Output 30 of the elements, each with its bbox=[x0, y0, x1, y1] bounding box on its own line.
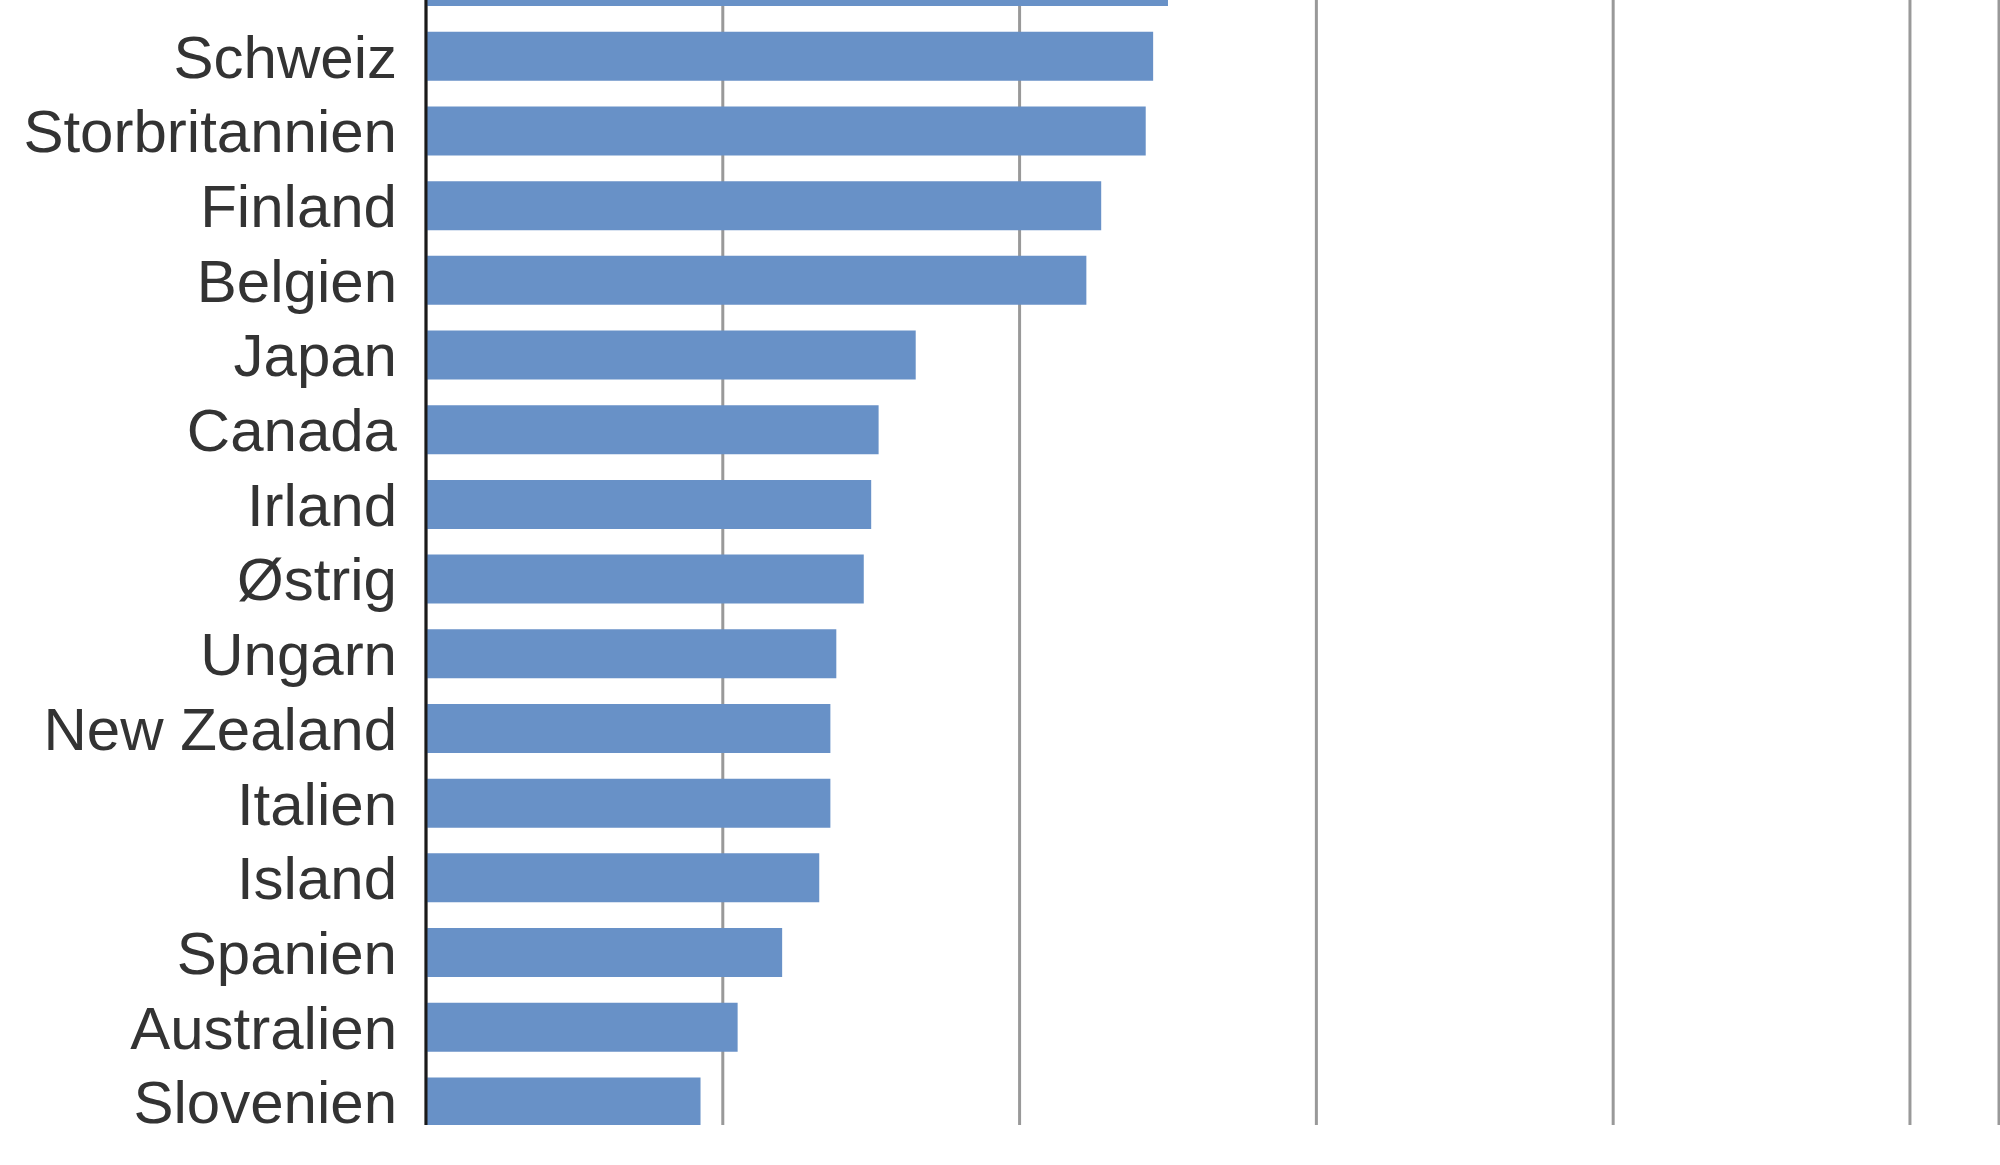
y-tick-label: Spanien bbox=[176, 919, 397, 987]
y-tick-label: Canada bbox=[186, 397, 398, 465]
y-tick-label: Schweiz bbox=[173, 23, 397, 91]
y-tick-label: Østrig bbox=[236, 546, 397, 614]
bar bbox=[426, 106, 1146, 156]
y-tick-label: Japan bbox=[233, 322, 397, 390]
bar bbox=[426, 479, 872, 529]
bar bbox=[426, 1002, 738, 1052]
bar bbox=[426, 255, 1087, 305]
bar bbox=[426, 853, 820, 903]
bar bbox=[426, 928, 783, 978]
y-tick-label: Finland bbox=[200, 173, 397, 241]
y-tick-label: Italien bbox=[236, 770, 397, 838]
bar bbox=[426, 703, 831, 753]
y-tick-label: Storbritannien bbox=[23, 98, 397, 166]
y-tick-label: Slovenien bbox=[133, 1069, 397, 1137]
y-tick-label: Irland bbox=[246, 471, 397, 539]
bar bbox=[426, 181, 1102, 231]
y-tick-label: Australien bbox=[130, 994, 397, 1062]
bar bbox=[426, 405, 879, 455]
bar bbox=[426, 629, 837, 679]
bar bbox=[426, 330, 916, 380]
y-tick-label: New Zealand bbox=[43, 695, 397, 763]
bar bbox=[426, 31, 1154, 81]
bar bbox=[426, 778, 831, 828]
y-tick-label: Belgien bbox=[196, 247, 397, 315]
bar bbox=[426, 1077, 701, 1125]
bar bbox=[426, 554, 864, 604]
y-tick-label: Ungarn bbox=[200, 621, 397, 689]
y-tick-label: Island bbox=[236, 845, 397, 913]
